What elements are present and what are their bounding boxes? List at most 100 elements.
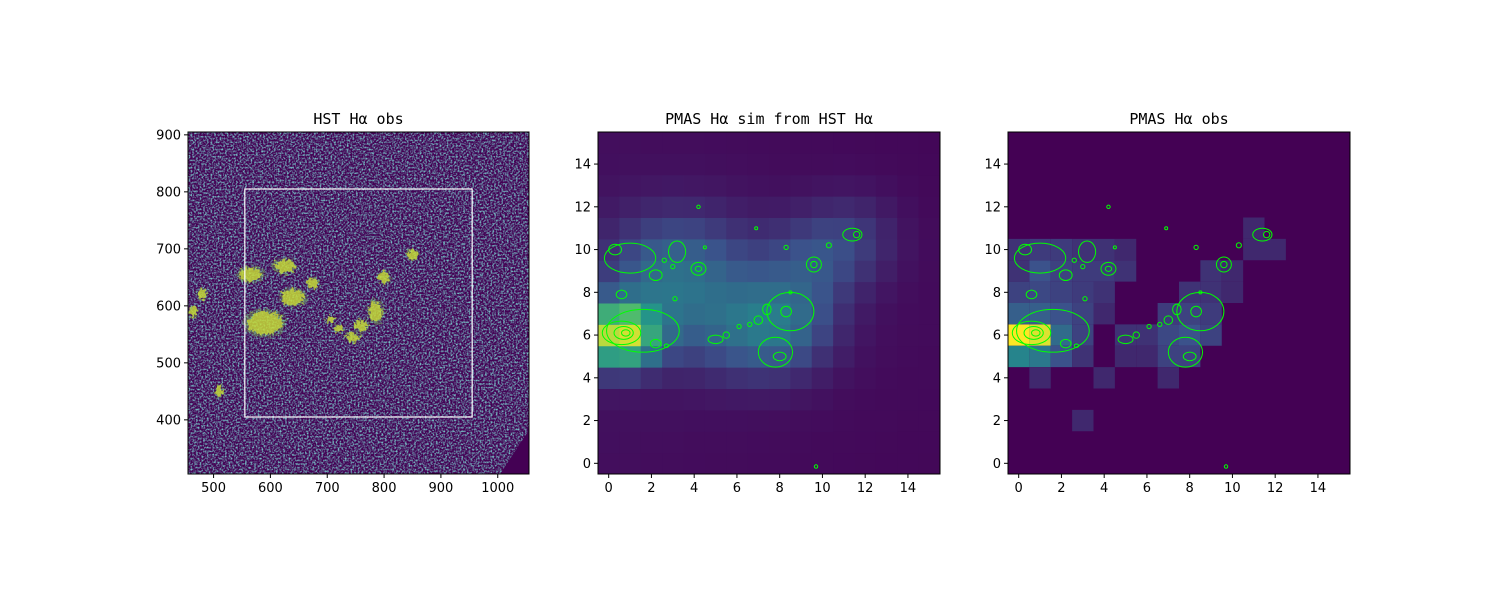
pixel-cell <box>875 303 898 325</box>
pixel-cell <box>833 153 855 176</box>
pixel-cell <box>726 388 749 411</box>
pixel-cell <box>640 431 663 454</box>
pixel-cell <box>1136 345 1158 368</box>
pixel-cell <box>811 324 834 347</box>
panel1-overlay-box <box>244 188 473 418</box>
panel3-xtick-label: 14 <box>1310 481 1327 496</box>
pixel-cell <box>619 409 642 432</box>
contour-line <box>615 289 628 300</box>
pixel-cell <box>619 345 642 368</box>
pixel-cell <box>875 281 898 304</box>
contour-line <box>649 338 662 349</box>
bright-region-halo <box>306 277 320 289</box>
pixel-cell <box>704 303 727 325</box>
pixel-cell <box>790 431 813 454</box>
pixel-cell <box>662 132 684 154</box>
pixel-cell <box>811 431 834 454</box>
pixel-cell <box>704 153 727 176</box>
pixel-cell <box>875 367 898 389</box>
pixel-cell <box>811 217 834 240</box>
bright-region-halo <box>189 304 199 319</box>
pixel-cell <box>683 452 706 474</box>
pixel-cell <box>1114 345 1137 368</box>
contour-line <box>1223 464 1229 469</box>
panel2-frame <box>597 131 941 475</box>
pixel-cell <box>640 324 663 347</box>
pixel-cell <box>1093 260 1115 282</box>
pixel-cell <box>833 238 855 261</box>
pixel-cell <box>619 196 642 218</box>
pixel-cell <box>897 409 920 432</box>
pixel-cell <box>598 324 620 347</box>
contour-line <box>1018 243 1033 256</box>
pixel-cell <box>747 174 770 197</box>
pixel-cell <box>1072 303 1094 325</box>
panel1-ytick-label: 700 <box>156 242 181 257</box>
pixel-cell <box>854 324 877 347</box>
pixel-cell <box>854 238 877 261</box>
panel3-ytick-label: 0 <box>993 457 1001 472</box>
pixel-cell <box>683 153 706 176</box>
pixel-cell <box>1072 281 1094 303</box>
pixel-cell <box>598 153 620 176</box>
pixel-cell <box>769 452 791 474</box>
pixel-cell <box>897 196 920 218</box>
pixel-cell <box>619 217 642 240</box>
panel1-xtick-label: 800 <box>372 481 397 496</box>
contour-line <box>702 245 707 250</box>
pixel-cell <box>704 174 727 197</box>
contour-line <box>694 265 703 272</box>
pixel-cell <box>897 217 920 240</box>
pixel-cell <box>726 452 749 474</box>
pixel-cell <box>897 452 920 474</box>
pixel-cell <box>662 217 684 240</box>
pixel-cell <box>1157 324 1179 346</box>
pixel-cell <box>918 409 940 432</box>
contour-line <box>1190 305 1202 318</box>
bright-region-halo <box>405 248 420 261</box>
bright-region-halo <box>367 299 385 325</box>
pixel-cell <box>726 431 749 454</box>
panel1-ytick-label: 800 <box>156 185 181 200</box>
pixel-cell <box>833 217 855 240</box>
pixel-cell <box>1008 303 1030 325</box>
pixel-cell <box>1179 345 1201 368</box>
pixel-cell <box>619 431 642 454</box>
pixel-cell <box>769 388 791 411</box>
pixel-cell <box>918 367 940 389</box>
contour-line <box>621 329 631 337</box>
pixel-cell <box>833 132 855 154</box>
panel2-xtick-label: 10 <box>814 481 831 496</box>
contour-line <box>1016 308 1090 353</box>
pixel-cell <box>726 153 749 176</box>
pixel-cell <box>833 388 855 411</box>
pixel-cell <box>897 238 920 261</box>
pixel-cell <box>662 238 684 261</box>
pixel-cell <box>662 388 684 411</box>
pixel-cell <box>875 153 898 176</box>
pixel-cell <box>769 260 791 283</box>
panel3-xtick-label: 0 <box>1015 481 1023 496</box>
pixel-cell <box>854 409 877 432</box>
pixel-cell <box>1093 238 1115 261</box>
panel2-xtick-label: 4 <box>690 481 698 496</box>
panel3-xtick-label: 6 <box>1143 481 1151 496</box>
bright-region-halo <box>214 384 224 399</box>
panel3-ytick-label: 12 <box>984 200 1001 215</box>
contour-line <box>1262 230 1271 239</box>
pixel-cell <box>1243 238 1265 261</box>
pixel-cell <box>769 174 791 197</box>
panel1-title: HST Hα obs <box>313 110 403 128</box>
contour-line <box>1073 343 1080 348</box>
contour-line <box>648 269 663 282</box>
contour-line <box>788 290 793 295</box>
contour-line <box>1025 289 1038 300</box>
contour-line <box>661 257 667 263</box>
pixel-cell <box>1157 303 1179 325</box>
pixel-cell <box>811 345 834 368</box>
panel1-ytick-label: 900 <box>156 128 181 143</box>
pixel-cell <box>1029 281 1051 303</box>
pixel-cell <box>897 153 920 176</box>
pixel-cell <box>704 196 727 218</box>
pixel-cell <box>790 238 813 261</box>
